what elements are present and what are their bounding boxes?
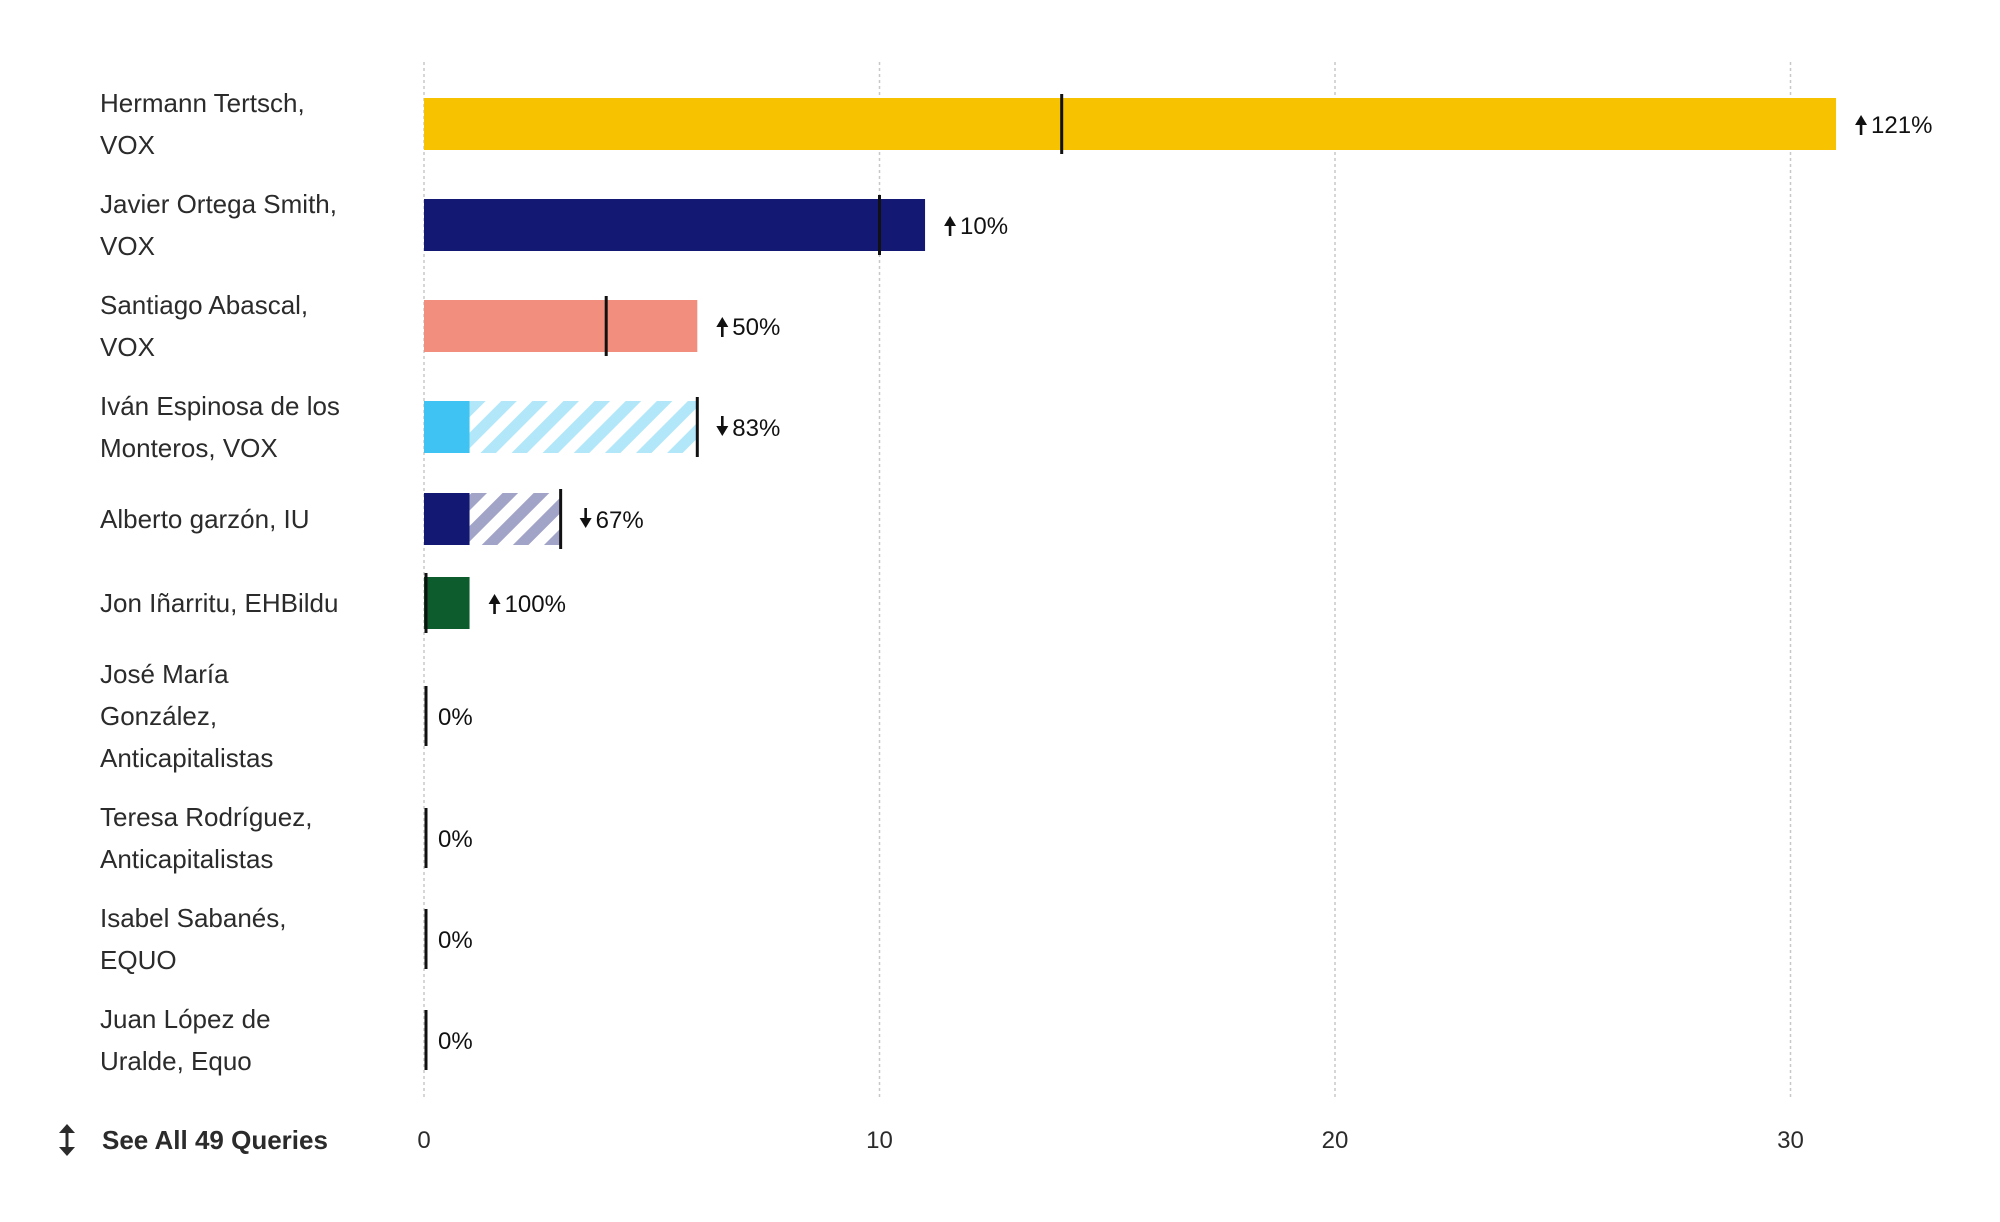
category-label: Uralde, Equo	[100, 1046, 252, 1076]
x-tick-label: 10	[866, 1127, 893, 1154]
change-label: 83%	[732, 415, 780, 442]
change-label: 0%	[438, 826, 473, 853]
category-label: Javier Ortega Smith,	[100, 189, 337, 219]
category-label: Anticapitalistas	[100, 743, 273, 773]
arrow-up-icon	[488, 594, 501, 614]
category-label: Anticapitalistas	[100, 844, 273, 874]
change-label: 121%	[1871, 112, 1932, 139]
change-label: 0%	[438, 704, 473, 731]
category-label: VOX	[100, 332, 155, 362]
category-labels: Hermann Tertsch, VOX Javier Ortega Smith, V…	[100, 88, 340, 1076]
category-label: José María	[100, 659, 229, 689]
value-bar	[424, 199, 926, 251]
up-down-arrow-icon	[52, 1123, 82, 1157]
value-bar	[424, 401, 470, 453]
value-bar	[424, 493, 470, 545]
x-tick-label: 30	[1777, 1127, 1804, 1154]
value-bar	[424, 300, 698, 352]
value-bar	[424, 98, 1837, 150]
x-tick-label: 20	[1322, 1127, 1349, 1154]
change-label: 100%	[505, 591, 566, 618]
arrow-up-icon	[944, 216, 957, 236]
decline-bar	[469, 493, 561, 545]
decline-bar	[469, 401, 698, 453]
arrow-up-icon	[1855, 115, 1868, 135]
arrow-down-icon	[716, 416, 729, 436]
change-label: 67%	[596, 507, 644, 534]
category-label: Alberto garzón, IU	[100, 504, 310, 534]
category-label: VOX	[100, 231, 155, 261]
category-label: Juan López de	[100, 1004, 271, 1034]
value-bar	[424, 577, 470, 629]
bars: 121% 10% 50% 83% 67% 100% 0% 0% 0% 0%	[424, 94, 1932, 1070]
x-tick-label: 0	[417, 1127, 430, 1154]
category-label: VOX	[100, 130, 155, 160]
change-label: 0%	[438, 1028, 473, 1055]
category-label: Teresa Rodríguez,	[100, 802, 312, 832]
category-label: Iván Espinosa de los	[100, 391, 340, 421]
category-label: EQUO	[100, 945, 177, 975]
arrow-down-icon	[579, 508, 592, 528]
category-label: Hermann Tertsch,	[100, 88, 305, 118]
see-all-queries-label: See All 49 Queries	[102, 1124, 328, 1155]
category-label: González,	[100, 701, 217, 731]
category-label: Santiago Abascal,	[100, 290, 308, 320]
category-label: Isabel Sabanés,	[100, 903, 286, 933]
change-label: 10%	[960, 213, 1008, 240]
change-label: 0%	[438, 927, 473, 954]
category-label: Jon Iñarritu, EHBildu	[100, 588, 338, 618]
x-axis-ticks: 0 10 20 30	[417, 1127, 1804, 1154]
see-all-queries-button[interactable]: See All 49 Queries	[52, 1120, 328, 1160]
arrow-up-icon	[716, 317, 729, 337]
category-label: Monteros, VOX	[100, 433, 278, 463]
change-label: 50%	[732, 314, 780, 341]
